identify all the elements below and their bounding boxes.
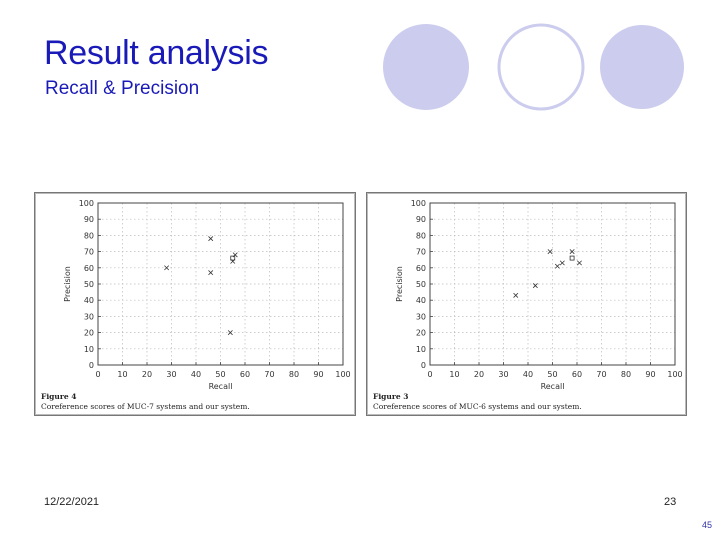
x-axis-label: Recall	[541, 382, 565, 391]
slide-title: Result analysis	[44, 34, 269, 72]
y-tick-label: 0	[89, 361, 94, 370]
x-tick-label: 80	[289, 370, 299, 379]
x-tick-label: 20	[142, 370, 152, 379]
data-point-square	[230, 255, 236, 261]
y-tick-label: 80	[416, 231, 426, 240]
data-point-square	[569, 255, 575, 261]
data-point-x	[554, 263, 560, 269]
scatter-chart-muc7: 0 10 20 30 40 50 60 70 80 90 100 0 10 20 30 40 50 60 70 80 9…	[41, 199, 351, 411]
footer-date: 12/22/2021	[44, 496, 100, 508]
figure-label: Figure 4	[41, 392, 76, 401]
decor-circle-3	[600, 25, 684, 109]
x-tick-label: 30	[166, 370, 176, 379]
x-tick-label: 50	[215, 370, 225, 379]
decor-circle-2	[497, 23, 585, 111]
x-tick-label: 60	[572, 370, 582, 379]
y-tick-label: 20	[84, 329, 94, 338]
data-point-x	[559, 260, 565, 266]
footer-page-number: 23	[664, 496, 677, 508]
y-tick-label: 30	[84, 312, 94, 321]
x-tick-label: 0	[427, 370, 432, 379]
slide-subtitle: Recall & Precision	[45, 78, 200, 99]
y-tick-label: 70	[84, 248, 94, 257]
y-tick-label: 10	[416, 345, 426, 354]
x-tick-label: 60	[240, 370, 250, 379]
y-tick-label: 100	[79, 199, 94, 208]
figure-muc7: 0 10 20 30 40 50 60 70 80 90 100 0 10 20 30 40 50 60 70 80 9…	[34, 192, 356, 416]
data-point-x	[513, 292, 519, 298]
data-point-x	[208, 236, 214, 242]
x-tick-label: 90	[313, 370, 323, 379]
y-tick-label: 10	[84, 345, 94, 354]
y-tick-label: 30	[416, 312, 426, 321]
x-tick-label: 50	[547, 370, 557, 379]
x-tick-label: 30	[498, 370, 508, 379]
y-tick-label: 70	[416, 248, 426, 257]
y-tick-label: 50	[84, 280, 94, 289]
y-tick-label: 80	[84, 231, 94, 240]
x-tick-label: 90	[645, 370, 655, 379]
y-tick-label: 50	[416, 280, 426, 289]
corner-slide-number: 45	[702, 520, 713, 530]
x-tick-label: 40	[523, 370, 533, 379]
y-tick-label: 40	[416, 296, 426, 305]
data-point-x	[208, 270, 214, 276]
y-tick-label: 90	[84, 215, 94, 224]
x-tick-label: 70	[264, 370, 274, 379]
scatter-chart-muc6: 0 10 20 30 40 50 60 70 80 90 100 0 10 20 30 40 50 60 70 80 9…	[373, 199, 683, 411]
data-point-x	[576, 260, 582, 266]
x-tick-label: 70	[596, 370, 606, 379]
x-axis-label: Recall	[209, 382, 233, 391]
data-point-x	[532, 283, 538, 289]
decorative-circles	[383, 23, 684, 111]
figure-label: Figure 3	[373, 392, 408, 401]
y-tick-label: 100	[411, 199, 426, 208]
x-tick-label: 100	[335, 370, 350, 379]
x-tick-label: 10	[449, 370, 459, 379]
y-axis-label: Precision	[63, 266, 72, 302]
x-tick-label: 100	[667, 370, 682, 379]
figure-muc6: 0 10 20 30 40 50 60 70 80 90 100 0 10 20 30 40 50 60 70 80 9…	[366, 192, 687, 416]
x-tick-label: 40	[191, 370, 201, 379]
y-axis-label: Precision	[395, 266, 404, 302]
y-tick-label: 40	[84, 296, 94, 305]
data-point-x	[547, 249, 553, 255]
figure-caption: Coreference scores of MUC-6 systems and …	[373, 402, 582, 411]
data-point-x	[164, 265, 170, 271]
decor-circle-1	[383, 24, 469, 110]
x-tick-label: 80	[621, 370, 631, 379]
y-tick-label: 60	[84, 264, 94, 273]
y-tick-label: 20	[416, 329, 426, 338]
x-tick-label: 0	[95, 370, 100, 379]
figure-caption: Coreference scores of MUC-7 systems and …	[41, 402, 250, 411]
y-tick-label: 0	[421, 361, 426, 370]
data-point-x	[227, 330, 233, 336]
data-point-x	[569, 249, 575, 255]
y-tick-label: 60	[416, 264, 426, 273]
x-tick-label: 10	[117, 370, 127, 379]
x-tick-label: 20	[474, 370, 484, 379]
y-tick-label: 90	[416, 215, 426, 224]
